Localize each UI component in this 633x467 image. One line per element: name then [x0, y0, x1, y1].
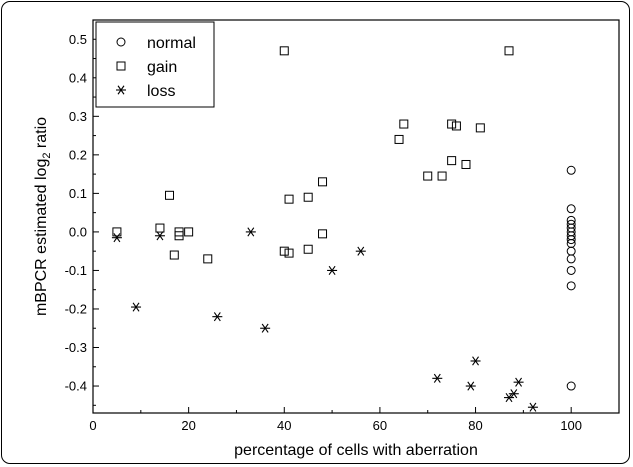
legend-loss-marker: [116, 85, 126, 95]
normal-point: [566, 165, 576, 175]
x-tick-label: 0: [89, 418, 96, 433]
x-tick-label: 100: [560, 418, 582, 433]
x-tick-label: 20: [181, 418, 195, 433]
gain-point: [203, 254, 213, 264]
normal-point: [566, 246, 576, 256]
y-tick-label: -0.3: [65, 340, 87, 355]
y-tick-label: -0.4: [65, 379, 87, 394]
loss-point: [245, 227, 256, 237]
gain-point: [112, 227, 122, 237]
gain-point: [279, 46, 289, 56]
axis-ticks: 0 20 40 60 80 100 -0.4 -0.3 -0.2 -0.1 0.0 0.1 0.2 0.3…: [65, 32, 582, 433]
gain-point: [504, 46, 514, 56]
legend-normal-marker: [116, 37, 126, 47]
y-axis-label: mBPCR estimated log2 ratio: [33, 117, 53, 316]
legend-label-normal: normal: [147, 35, 196, 52]
gain-point: [303, 192, 313, 202]
loss-point: [212, 312, 223, 322]
gain-point: [447, 119, 457, 129]
loss-point: [154, 231, 165, 241]
loss-point: [355, 246, 366, 256]
loss-point: [111, 233, 122, 243]
y-tick-label: 0.1: [69, 186, 87, 201]
gain-point: [461, 159, 471, 169]
normal-point: [566, 254, 576, 264]
loss-point: [513, 377, 524, 387]
legend-gain-marker: [116, 61, 126, 71]
gain-point: [165, 190, 175, 200]
loss-point: [465, 381, 476, 391]
x-tick-label: 60: [373, 418, 387, 433]
normal-point: [566, 235, 576, 245]
x-tick-label: 80: [468, 418, 482, 433]
y-axis-label-subscript: 2: [41, 153, 53, 159]
y-axis-label-base: mBPCR estimated log: [33, 159, 50, 316]
gain-point: [169, 250, 179, 260]
y-tick-label: 0.4: [69, 70, 87, 85]
x-axis-label: percentage of cells with aberration: [234, 442, 478, 459]
gain-point: [279, 246, 289, 256]
gain-point: [318, 229, 328, 239]
gain-point: [284, 194, 294, 204]
gain-point: [447, 156, 457, 166]
gain-point: [174, 227, 184, 237]
gain-point: [284, 248, 294, 258]
loss-point: [504, 393, 515, 403]
loss-point: [432, 373, 443, 383]
loss-point: [470, 356, 481, 366]
x-tick-label: 40: [277, 418, 291, 433]
gain-point: [475, 123, 485, 133]
gain-point: [437, 171, 447, 181]
loss-point: [327, 265, 338, 276]
loss-point: [527, 402, 538, 412]
loss-point: [260, 323, 271, 333]
normal-point: [566, 204, 576, 214]
gain-point: [451, 121, 461, 131]
gain-point: [318, 177, 328, 187]
gain-point: [184, 227, 194, 237]
legend-box: [95, 21, 215, 108]
legend-label-gain: gain: [147, 59, 177, 76]
legend: normal gain loss: [95, 21, 215, 108]
normal-point: [566, 381, 576, 391]
gain-point: [155, 223, 165, 233]
gain-point: [394, 134, 404, 144]
plot-area: [92, 19, 620, 414]
y-tick-label: -0.2: [65, 301, 87, 316]
y-tick-label: 0.2: [69, 147, 87, 162]
gain-point: [423, 171, 433, 181]
loss-point: [508, 389, 519, 399]
gain-point: [303, 244, 313, 254]
y-axis-label-tail: ratio: [33, 117, 50, 153]
y-tick-label: 0.0: [69, 224, 87, 239]
normal-point: [566, 265, 576, 275]
legend-label-loss: loss: [147, 83, 175, 100]
data-points: [111, 46, 576, 412]
y-tick-label: 0.3: [69, 109, 87, 124]
normal-point: [566, 281, 576, 291]
loss-point: [131, 302, 142, 312]
y-tick-label: 0.5: [69, 32, 87, 47]
y-tick-label: -0.1: [65, 263, 87, 278]
gain-point: [399, 119, 409, 129]
